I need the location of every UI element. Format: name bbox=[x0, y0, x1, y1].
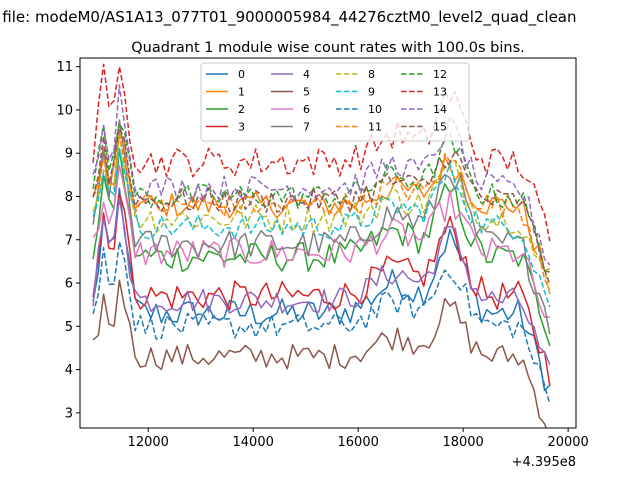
legend-label-8: 8 bbox=[368, 68, 375, 81]
y-tick-label: 7 bbox=[65, 233, 73, 248]
x-axis-offset-text: +4.395e8 bbox=[512, 455, 576, 470]
x-tick-label: 14000 bbox=[233, 435, 274, 450]
y-tick-label: 11 bbox=[56, 60, 73, 75]
y-tick-label: 6 bbox=[65, 277, 73, 292]
legend-label-10: 10 bbox=[368, 103, 382, 116]
y-tick-label: 10 bbox=[56, 103, 73, 118]
series-line-8 bbox=[92, 129, 551, 295]
legend-label-15: 15 bbox=[433, 121, 447, 134]
series-line-5 bbox=[92, 279, 547, 428]
legend-label-0: 0 bbox=[238, 68, 245, 81]
chart-title: Quadrant 1 module wise count rates with … bbox=[131, 40, 525, 56]
series-line-12 bbox=[92, 123, 550, 273]
legend-label-5: 5 bbox=[303, 86, 310, 99]
legend-label-3: 3 bbox=[238, 121, 245, 134]
y-tick-label: 4 bbox=[65, 363, 73, 378]
y-tick-label: 3 bbox=[65, 406, 73, 421]
legend-label-1: 1 bbox=[238, 86, 245, 99]
x-tick-label: 16000 bbox=[338, 435, 379, 450]
legend-label-14: 14 bbox=[433, 103, 447, 116]
legend-label-7: 7 bbox=[303, 121, 310, 134]
legend-label-9: 9 bbox=[368, 86, 375, 99]
legend-label-11: 11 bbox=[368, 121, 382, 134]
x-axis: 12000 14000 16000 18000 20000 bbox=[128, 428, 589, 450]
plot-frame bbox=[79, 57, 577, 429]
legend-label-4: 4 bbox=[303, 68, 310, 81]
y-axis: 3 4 5 6 7 8 9 10 11 bbox=[56, 60, 80, 421]
legend-box bbox=[200, 62, 470, 142]
figure-suptitle: n file: modeM0/AS1A13_077T01_9000005984_… bbox=[0, 8, 577, 27]
y-tick-label: 5 bbox=[65, 320, 73, 335]
series-line-13 bbox=[92, 63, 551, 242]
legend-label-2: 2 bbox=[238, 103, 245, 116]
series-line-7 bbox=[92, 119, 551, 335]
series-line-2 bbox=[92, 147, 551, 347]
series-line-6 bbox=[92, 164, 550, 318]
series-line-15 bbox=[92, 127, 551, 285]
x-tick-label: 18000 bbox=[442, 435, 483, 450]
series-line-9 bbox=[92, 147, 551, 308]
y-tick-label: 9 bbox=[65, 147, 73, 162]
x-tick-label: 12000 bbox=[128, 435, 169, 450]
y-tick-label: 8 bbox=[65, 190, 73, 205]
series-line-4 bbox=[92, 198, 551, 365]
series-line-3 bbox=[92, 192, 551, 386]
series-layer bbox=[92, 63, 551, 428]
series-line-10 bbox=[92, 241, 551, 405]
legend-label-13: 13 bbox=[433, 86, 447, 99]
legend-label-12: 12 bbox=[433, 68, 447, 81]
series-line-14 bbox=[92, 84, 551, 266]
legend-label-6: 6 bbox=[303, 103, 310, 116]
x-tick-label: 20000 bbox=[547, 435, 588, 450]
